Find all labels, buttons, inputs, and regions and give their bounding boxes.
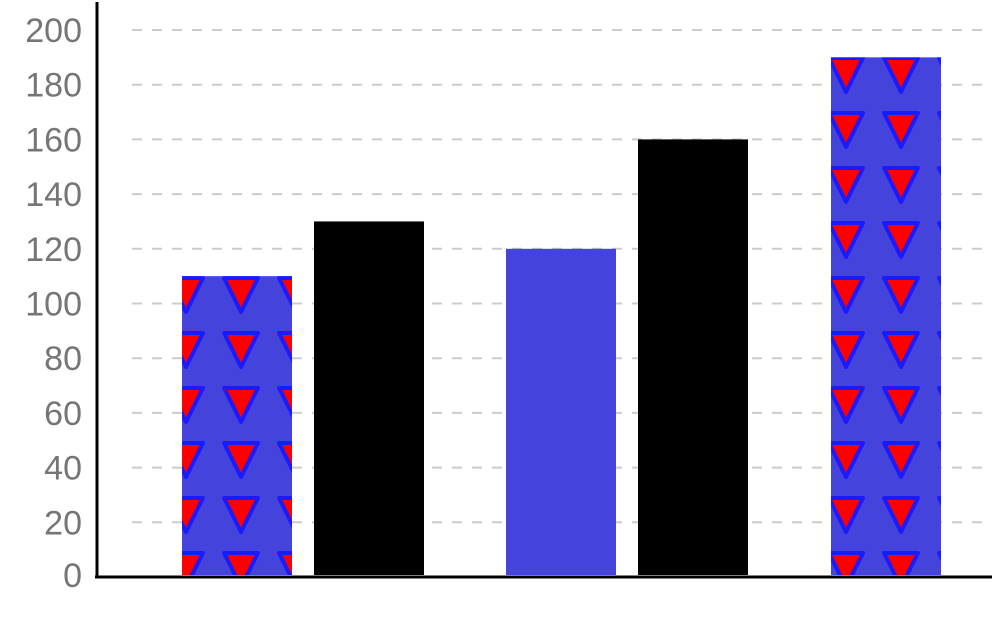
y-axis-ticks: 0 20 40 60 80 100 120 140 160 180 200 <box>25 12 82 595</box>
y-tick-label: 160 <box>25 121 82 159</box>
bar-pattern <box>182 276 292 575</box>
y-tick-label: 40 <box>44 450 82 488</box>
y-tick-label: 200 <box>25 12 82 50</box>
bar-pattern <box>831 57 941 576</box>
bar <box>506 248 616 576</box>
bar <box>314 221 424 575</box>
y-tick-label: 180 <box>25 67 82 105</box>
y-tick-label: 0 <box>63 557 82 595</box>
y-tick-label: 80 <box>44 340 82 378</box>
y-tick-label: 20 <box>44 504 82 542</box>
y-tick-label: 140 <box>25 176 82 214</box>
bar <box>638 139 748 575</box>
y-tick-label: 60 <box>44 395 82 433</box>
bars <box>182 57 941 576</box>
y-tick-label: 120 <box>25 231 82 269</box>
y-tick-label: 100 <box>25 286 82 324</box>
